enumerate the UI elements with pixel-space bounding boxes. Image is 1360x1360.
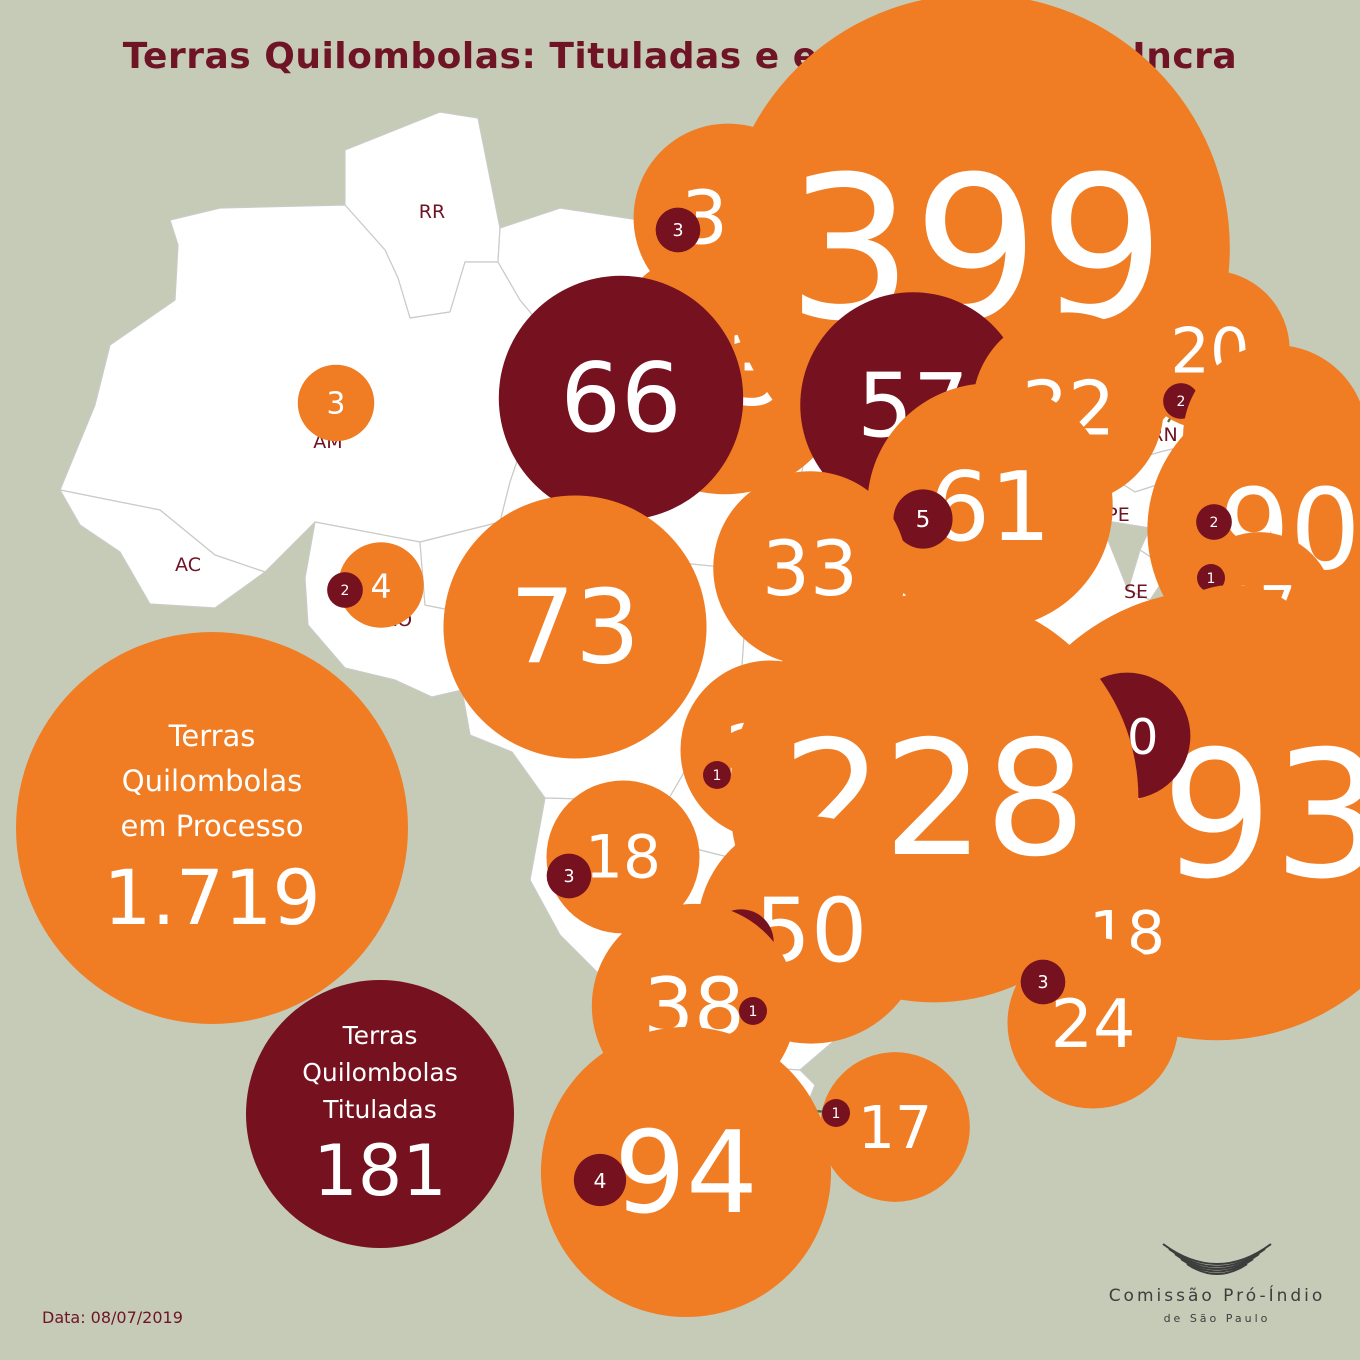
legend-em-processo: Terras Quilombolas em Processo 1.719 [16, 632, 408, 1024]
bubble-pi-em-processo-circle [867, 383, 1113, 629]
state-label-rr: RR [419, 201, 445, 223]
bubble-rs-tituladas-value: 4 [594, 1169, 607, 1193]
bubble-am-em-processo-circle [297, 364, 375, 442]
organization-credit: Comissão Pró-Índio de São Paulo [1092, 1240, 1342, 1325]
bubble-pa-tituladas-value: 66 [560, 344, 681, 454]
bubble-ms-tituladas-circle [546, 853, 592, 899]
bubble-pe-tituladas-circle [1196, 504, 1232, 540]
bubble-ms-tituladas: 3 [546, 853, 592, 899]
bubble-ro-tituladas-circle [327, 572, 363, 608]
bubble-pi-tituladas-value: 5 [916, 507, 931, 533]
bubble-ap-tituladas-value: 3 [672, 221, 683, 241]
bubble-ro-tituladas: 2 [327, 572, 363, 608]
bubble-ms-tituladas-value: 3 [563, 867, 574, 887]
bubble-ro-em-processo-circle [338, 542, 424, 628]
bubble-rs-em-processo-circle [540, 1026, 832, 1318]
bubble-am-em-processo-value: 3 [327, 387, 346, 422]
legend-tituladas-line3: Tituladas [323, 1094, 437, 1124]
state-label-se: SE [1124, 581, 1148, 603]
bubble-sc-em-processo-value: 17 [858, 1094, 932, 1162]
bubble-ro-em-processo: 4 [338, 542, 424, 628]
bubble-ap-tituladas: 3 [655, 207, 701, 253]
bubble-rs-em-processo-value: 94 [614, 1107, 758, 1239]
organization-logo-icon [1162, 1243, 1272, 1275]
legend-em-processo-line3: em Processo [120, 808, 304, 843]
bubble-pi-tituladas-circle [893, 489, 953, 549]
bubble-mt-em-processo: 73 [443, 495, 707, 759]
bubble-ms-em-processo-value: 18 [585, 824, 661, 893]
bubble-pr-tituladas-circle [739, 997, 767, 1025]
bubble-ro-em-processo-value: 4 [370, 567, 391, 606]
bubble-rj-tituladas-value: 3 [1037, 973, 1048, 993]
bubble-to-em-processo-value: 33 [762, 525, 858, 613]
legend-em-processo-total: 1.719 [103, 852, 321, 942]
bubble-al-tituladas-circle [1197, 564, 1225, 592]
bubble-pa-tituladas-circle [498, 275, 744, 521]
bubble-sc-em-processo-circle [820, 1052, 970, 1202]
bubble-rs-tituladas: 4 [573, 1153, 627, 1207]
legend-em-processo-line1: Terras [168, 718, 256, 753]
bubble-pe-tituladas: 2 [1196, 504, 1232, 540]
bubble-pi-em-processo: 61 [867, 383, 1113, 629]
organization-name: Comissão Pró-Índio [1108, 1286, 1326, 1306]
bubble-rj-tituladas-circle [1020, 959, 1066, 1005]
legend-tituladas: Terras Quilombolas Tituladas 181 [246, 980, 514, 1248]
footer-date: Data: 08/07/2019 [42, 1308, 183, 1327]
bubble-al-tituladas: 1 [1197, 564, 1225, 592]
bubble-go-tituladas-value: 1 [713, 768, 722, 784]
bubble-al-tituladas-value: 1 [1207, 571, 1216, 587]
bubble-pr-tituladas: 1 [739, 997, 767, 1025]
bubble-ro-tituladas-value: 2 [341, 583, 350, 599]
bubble-ap-tituladas-circle [655, 207, 701, 253]
bubble-go-tituladas: 1 [703, 761, 731, 789]
bubble-ms-em-processo: 18 [546, 780, 700, 934]
bubble-pa-tituladas: 66 [498, 275, 744, 521]
legend-tituladas-total: 181 [313, 1129, 447, 1212]
bubble-pr-tituladas-value: 1 [749, 1004, 758, 1020]
legend-em-processo-line2: Quilombolas [121, 763, 303, 798]
state-shape-ac [59, 489, 266, 609]
organization-location: de São Paulo [1163, 1312, 1271, 1325]
circles-layer: 3133636639957322022990261517130442337329… [297, 0, 1360, 1318]
bubble-go-tituladas-circle [703, 761, 731, 789]
bubble-sc-tituladas-circle [822, 1099, 850, 1127]
bubble-am-em-processo: 3 [297, 364, 375, 442]
bubble-mt-em-processo-circle [443, 495, 707, 759]
bubble-rs-em-processo: 94 [540, 1026, 832, 1318]
bubble-sc-tituladas: 1 [822, 1099, 850, 1127]
bubble-rj-tituladas: 3 [1020, 959, 1066, 1005]
state-label-ac: AC [175, 554, 201, 576]
bubble-sc-em-processo: 17 [820, 1052, 970, 1202]
bubble-sc-tituladas-value: 1 [832, 1106, 841, 1122]
bubble-rs-tituladas-circle [573, 1153, 627, 1207]
bubble-rj-em-processo-value: 24 [1051, 985, 1136, 1063]
legend-tituladas-line1: Terras [342, 1020, 418, 1050]
bubble-pi-tituladas: 5 [893, 489, 953, 549]
legend-tituladas-line2: Quilombolas [302, 1057, 458, 1087]
bubble-rn-tituladas-value: 2 [1177, 394, 1186, 410]
bubble-pe-tituladas-value: 2 [1210, 515, 1219, 531]
bubble-ms-em-processo-circle [546, 780, 700, 934]
bubble-mt-em-processo-value: 73 [510, 569, 641, 688]
